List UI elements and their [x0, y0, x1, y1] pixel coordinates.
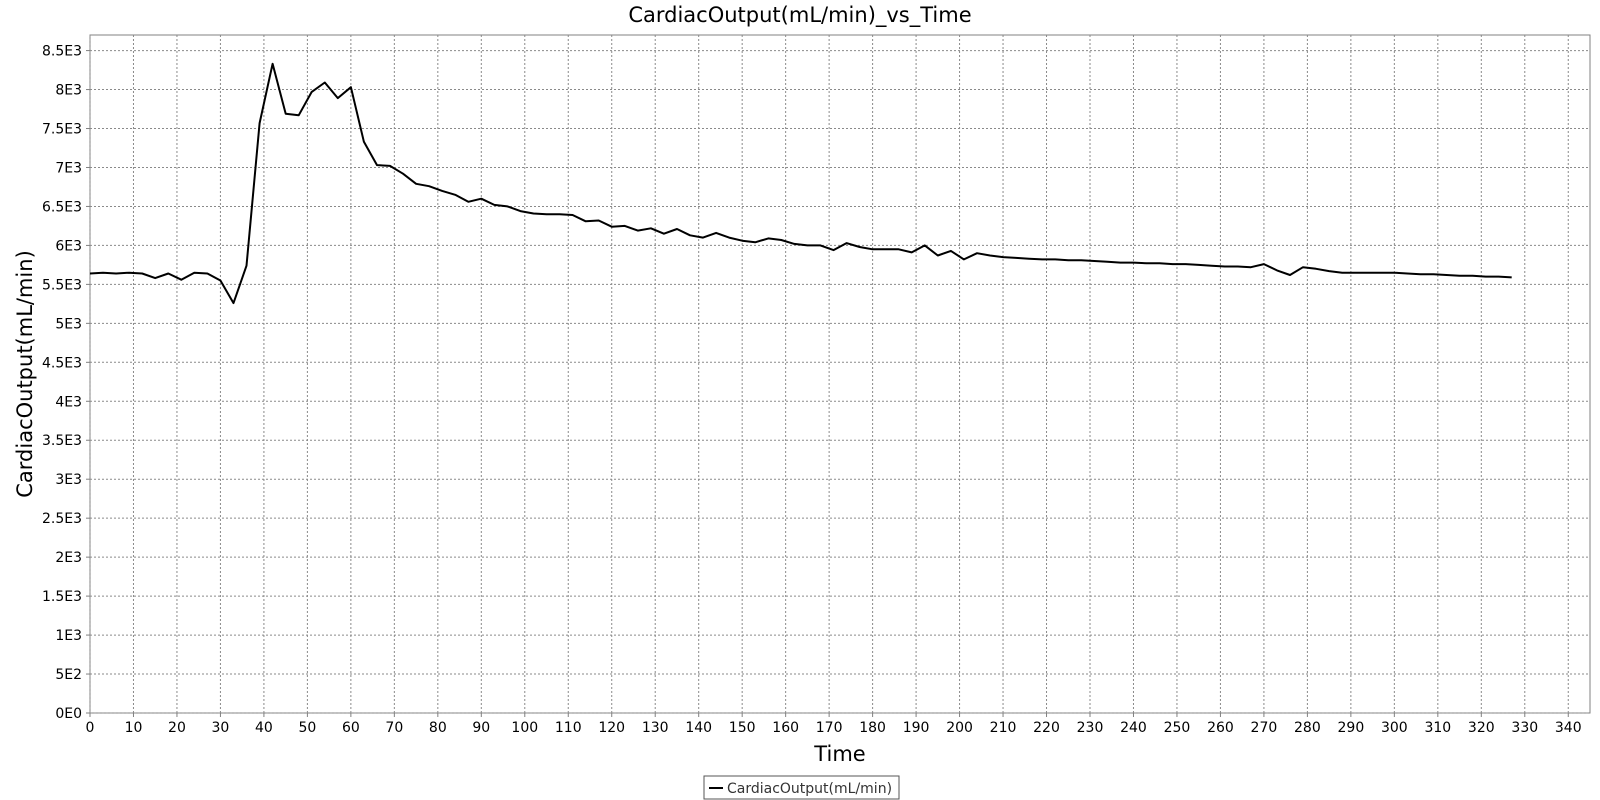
x-tick-label: 240	[1120, 720, 1147, 736]
y-tick-label: 4.5E3	[42, 355, 82, 371]
x-tick-label: 130	[642, 720, 669, 736]
x-tick-label: 150	[729, 720, 756, 736]
y-tick-label: 1E3	[55, 628, 82, 644]
x-tick-label: 50	[298, 720, 316, 736]
x-tick-label: 180	[859, 720, 886, 736]
x-tick-label: 260	[1207, 720, 1234, 736]
y-tick-label: 5.5E3	[42, 277, 82, 293]
series-layer	[89, 62, 1512, 305]
x-tick-label: 330	[1511, 720, 1538, 736]
x-tick-label: 310	[1424, 720, 1451, 736]
x-tick-label: 160	[772, 720, 799, 736]
x-tick-label: 0	[86, 720, 95, 736]
x-tick-label: 10	[125, 720, 143, 736]
x-axis-label: Time	[813, 742, 865, 766]
x-tick-label: 140	[685, 720, 712, 736]
y-tick-label: 1.5E3	[42, 589, 82, 605]
y-tick-label: 6E3	[55, 238, 82, 254]
x-tick-label: 230	[1077, 720, 1104, 736]
x-tick-label: 210	[990, 720, 1017, 736]
y-tick-label: 5E3	[55, 316, 82, 332]
x-tick-label: 320	[1468, 720, 1495, 736]
x-tick-label: 30	[212, 720, 230, 736]
x-tick-label: 120	[598, 720, 625, 736]
y-tick-label: 7.5E3	[42, 122, 82, 138]
y-tick-label: 8E3	[55, 83, 82, 99]
grid	[89, 35, 1590, 714]
y-tick-label: 2E3	[55, 550, 82, 566]
x-axis-ticks: 0 10 20 30 40 50 60 70 80 90 100 110 120 130 140 150 160…	[86, 713, 1582, 736]
y-tick-label: 8.5E3	[42, 44, 82, 60]
y-tick-label: 3.5E3	[42, 433, 82, 449]
x-tick-label: 60	[342, 720, 360, 736]
y-tick-label: 2.5E3	[42, 511, 82, 527]
y-tick-label: 5E2	[55, 667, 82, 683]
x-tick-label: 250	[1164, 720, 1191, 736]
y-tick-label: 7E3	[55, 160, 82, 176]
x-tick-label: 290	[1338, 720, 1365, 736]
x-tick-label: 20	[168, 720, 186, 736]
x-tick-label: 100	[511, 720, 538, 736]
y-tick-label: 0E0	[55, 706, 82, 722]
y-tick-label: 6.5E3	[42, 199, 82, 215]
y-axis-ticks: 0E0 5E2 1E3 1.5E3 2E3 2.5E3 3E3 3.5E3 4E3 4.5E3 5E…	[42, 44, 90, 722]
y-tick-label: 4E3	[55, 394, 82, 410]
plot-area	[89, 34, 1591, 714]
x-tick-label: 70	[385, 720, 403, 736]
legend-box	[703, 775, 900, 800]
y-tick-label: 3E3	[55, 472, 82, 488]
x-tick-label: 170	[816, 720, 843, 736]
x-tick-label: 270	[1251, 720, 1278, 736]
legend-label: CardiacOutput(mL/min)	[727, 781, 892, 797]
legend: CardiacOutput(mL/min)	[703, 775, 900, 800]
x-tick-label: 340	[1555, 720, 1582, 736]
series-line-cardiac-output	[89, 62, 1512, 305]
x-tick-label: 280	[1294, 720, 1321, 736]
x-tick-label: 40	[255, 720, 273, 736]
x-tick-label: 110	[555, 720, 582, 736]
y-axis-label: CardiacOutput(mL/min)	[13, 250, 37, 498]
x-tick-label: 80	[429, 720, 447, 736]
x-tick-label: 90	[472, 720, 490, 736]
x-tick-label: 220	[1033, 720, 1060, 736]
chart-title: CardiacOutput(mL/min)_vs_Time	[628, 3, 971, 28]
x-tick-label: 300	[1381, 720, 1408, 736]
x-tick-label: 200	[946, 720, 973, 736]
x-tick-label: 190	[903, 720, 930, 736]
